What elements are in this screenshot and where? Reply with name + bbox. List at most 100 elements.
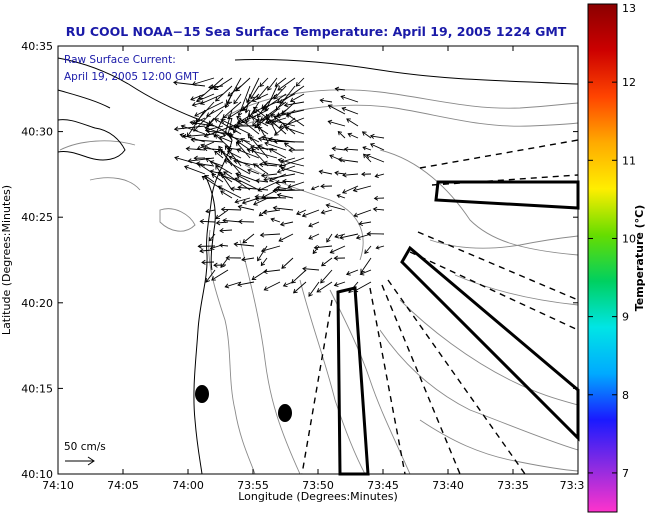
x-tick-label: 73:3 bbox=[560, 479, 585, 492]
y-tick-label: 40:35 bbox=[21, 40, 53, 53]
coastline-li bbox=[234, 58, 579, 85]
current-vector bbox=[235, 172, 260, 183]
x-tick-label: 74:05 bbox=[107, 479, 139, 492]
current-vector bbox=[254, 196, 278, 202]
current-vector bbox=[259, 232, 281, 238]
current-vector bbox=[313, 244, 333, 250]
current-vector bbox=[278, 117, 305, 129]
current-vector bbox=[282, 281, 294, 288]
map-plot: Raw Surface Current: April 19, 2005 12:0… bbox=[57, 45, 580, 476]
buoy-marker bbox=[195, 385, 209, 403]
contour-line bbox=[219, 89, 579, 121]
colorbar-tick-label: 10 bbox=[622, 232, 636, 245]
current-vector bbox=[359, 269, 372, 276]
current-vector bbox=[279, 221, 294, 227]
y-tick-label: 40:30 bbox=[21, 126, 53, 139]
contour-line bbox=[208, 229, 256, 475]
current-vector bbox=[222, 218, 242, 224]
colorbar-tick-label: 8 bbox=[622, 389, 629, 402]
current-vector bbox=[365, 153, 385, 163]
current-vector bbox=[194, 101, 224, 117]
current-vector bbox=[276, 192, 294, 199]
colorbar-label: Temperature (°C) bbox=[633, 205, 646, 312]
current-vector bbox=[337, 130, 346, 139]
current-vector bbox=[211, 173, 224, 183]
current-vector bbox=[361, 171, 372, 177]
current-vector bbox=[195, 93, 215, 103]
current-vector bbox=[230, 186, 242, 192]
current-vector bbox=[258, 162, 278, 168]
current-vector bbox=[272, 205, 294, 211]
current-vector bbox=[263, 173, 296, 182]
colorbar-tick-label: 9 bbox=[622, 311, 629, 324]
current-vector bbox=[302, 266, 320, 272]
current-vector bbox=[277, 77, 296, 91]
contour-line bbox=[239, 239, 301, 475]
current-vector bbox=[270, 217, 281, 223]
current-vector bbox=[235, 77, 251, 92]
radar-beams bbox=[301, 139, 579, 475]
current-vector bbox=[326, 233, 333, 243]
y-tick-label: 40:25 bbox=[21, 211, 53, 224]
x-tick-label: 73:45 bbox=[367, 479, 399, 492]
current-vector bbox=[282, 178, 296, 184]
contour-line bbox=[244, 164, 364, 261]
beam-line bbox=[417, 231, 579, 301]
current-vector bbox=[235, 141, 251, 159]
current-vector bbox=[205, 269, 216, 283]
current-vector bbox=[347, 132, 359, 139]
current-vector bbox=[346, 118, 359, 127]
beam-line bbox=[301, 299, 333, 475]
current-vector bbox=[345, 269, 359, 276]
y-tick-label: 40:10 bbox=[21, 468, 53, 481]
current-vector bbox=[191, 101, 206, 107]
current-vector bbox=[234, 197, 251, 204]
current-vector bbox=[256, 122, 269, 143]
current-vector bbox=[281, 257, 294, 269]
current-vector bbox=[325, 203, 346, 211]
colorbar-tick-label: 13 bbox=[622, 2, 636, 15]
coastline-bay bbox=[57, 119, 126, 161]
current-vector bbox=[211, 269, 229, 281]
current-vector bbox=[341, 106, 359, 115]
current-vector bbox=[220, 119, 251, 135]
current-vector bbox=[252, 163, 269, 175]
current-vector bbox=[366, 231, 385, 237]
current-vector bbox=[265, 113, 278, 135]
current-vector bbox=[308, 281, 320, 297]
current-vector bbox=[360, 257, 372, 274]
current-vector bbox=[234, 177, 260, 191]
current-vector bbox=[251, 116, 269, 127]
current-vector bbox=[205, 128, 233, 135]
contour-line bbox=[379, 149, 579, 256]
current-vector bbox=[247, 168, 260, 175]
current-vector bbox=[189, 120, 215, 127]
current-vector bbox=[373, 195, 385, 201]
x-tick-label: 73:55 bbox=[237, 479, 269, 492]
contour-line bbox=[299, 279, 366, 475]
current-vector bbox=[193, 155, 206, 161]
current-vector bbox=[219, 173, 242, 183]
current-vector bbox=[183, 165, 206, 175]
current-vector bbox=[295, 77, 305, 87]
current-vector bbox=[237, 185, 269, 191]
contour-line bbox=[454, 274, 579, 306]
current-vector bbox=[320, 269, 333, 284]
current-vector bbox=[209, 244, 223, 251]
current-vector bbox=[274, 77, 287, 87]
current-vector bbox=[278, 233, 294, 242]
current-vector bbox=[242, 233, 255, 244]
scale-arrow bbox=[65, 456, 95, 466]
coastline-sandyhook bbox=[204, 174, 216, 271]
current-vector bbox=[242, 101, 251, 111]
current-vector bbox=[257, 245, 268, 262]
current-vector bbox=[327, 104, 346, 115]
current-vector bbox=[334, 233, 346, 239]
current-vector bbox=[301, 209, 320, 218]
bathymetry-contours bbox=[59, 89, 579, 475]
x-tick-label: 74:00 bbox=[172, 479, 204, 492]
current-vector bbox=[336, 194, 346, 199]
contour-line bbox=[59, 140, 136, 151]
current-vector bbox=[223, 159, 251, 175]
